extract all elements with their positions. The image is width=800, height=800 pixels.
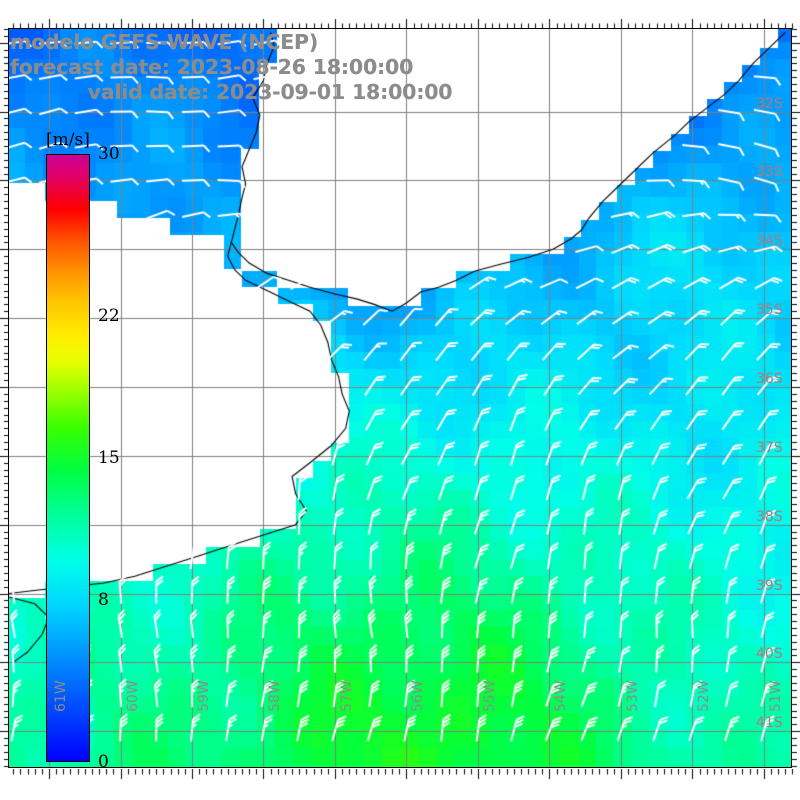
wind-barb-overlay bbox=[9, 29, 791, 767]
lon-label-58W: 58W bbox=[267, 680, 284, 712]
colorbar-tick-8: 8 bbox=[98, 589, 109, 610]
bottom-tick-rail bbox=[8, 769, 794, 780]
colorbar-gradient bbox=[46, 154, 90, 762]
lat-label-40S: 40S bbox=[756, 646, 783, 663]
lat-label-34S: 34S bbox=[756, 233, 783, 250]
lat-label-41S: 41S bbox=[756, 715, 783, 732]
title-valid-date: valid date: 2023-09-01 18:00:00 bbox=[87, 80, 453, 104]
lat-label-37S: 37S bbox=[756, 439, 783, 456]
lat-label-32S: 32S bbox=[756, 95, 783, 112]
lon-label-53W: 53W bbox=[624, 680, 641, 712]
lat-label-33S: 33S bbox=[756, 164, 783, 181]
colorbar-tick-22: 22 bbox=[98, 306, 120, 327]
lat-label-39S: 39S bbox=[756, 577, 783, 594]
title-forecast-date: forecast date: 2023-08-26 18:00:00 bbox=[10, 55, 414, 79]
lat-label-38S: 38S bbox=[756, 508, 783, 525]
lon-label-51W: 51W bbox=[767, 680, 784, 712]
colorbar-tick-0: 0 bbox=[98, 752, 109, 772]
lon-label-55W: 55W bbox=[481, 680, 498, 712]
title-model: modelo GEFS-WAVE (NCEP) bbox=[10, 30, 318, 54]
colorbar-legend: [m/s] 30 22 15 8 0 bbox=[20, 130, 140, 772]
lon-label-61W: 61W bbox=[53, 680, 70, 712]
lon-label-57W: 57W bbox=[338, 680, 355, 712]
colorbar-tick-15: 15 bbox=[98, 448, 120, 468]
left-tick-rail bbox=[0, 28, 9, 770]
colorbar-unit-label: [m/s] bbox=[46, 130, 90, 150]
lon-label-54W: 54W bbox=[553, 680, 570, 712]
map-plot-area[interactable] bbox=[8, 28, 792, 768]
lon-label-56W: 56W bbox=[410, 680, 427, 712]
lon-label-59W: 59W bbox=[195, 680, 212, 712]
right-tick-rail bbox=[792, 28, 800, 770]
colorbar-tick-30: 30 bbox=[98, 144, 120, 164]
lat-label-35S: 35S bbox=[756, 302, 783, 319]
lon-label-52W: 52W bbox=[696, 680, 713, 712]
top-tick-rail bbox=[8, 18, 794, 29]
lat-label-36S: 36S bbox=[756, 370, 783, 387]
figure-title: modelo GEFS-WAVE (NCEP) forecast date: 2… bbox=[10, 30, 530, 105]
lon-label-60W: 60W bbox=[124, 680, 141, 712]
